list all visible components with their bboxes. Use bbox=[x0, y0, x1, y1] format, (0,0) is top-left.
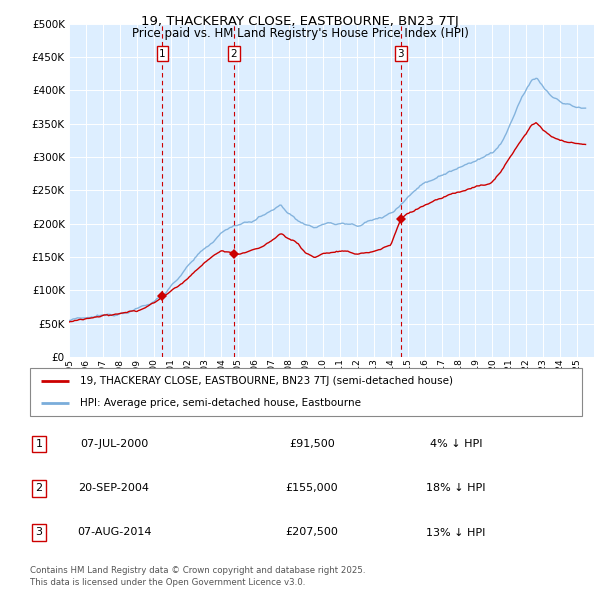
Text: 13% ↓ HPI: 13% ↓ HPI bbox=[427, 527, 485, 537]
Text: Price paid vs. HM Land Registry's House Price Index (HPI): Price paid vs. HM Land Registry's House … bbox=[131, 27, 469, 40]
Text: 1: 1 bbox=[35, 439, 43, 449]
Text: 4% ↓ HPI: 4% ↓ HPI bbox=[430, 439, 482, 449]
Text: 3: 3 bbox=[35, 527, 43, 537]
Text: 19, THACKERAY CLOSE, EASTBOURNE, BN23 7TJ: 19, THACKERAY CLOSE, EASTBOURNE, BN23 7T… bbox=[141, 15, 459, 28]
Text: 1: 1 bbox=[159, 48, 166, 58]
Text: £155,000: £155,000 bbox=[286, 483, 338, 493]
Text: 19, THACKERAY CLOSE, EASTBOURNE, BN23 7TJ (semi-detached house): 19, THACKERAY CLOSE, EASTBOURNE, BN23 7T… bbox=[80, 376, 452, 386]
Text: 07-JUL-2000: 07-JUL-2000 bbox=[80, 439, 148, 449]
Text: 3: 3 bbox=[398, 48, 404, 58]
Text: £91,500: £91,500 bbox=[289, 439, 335, 449]
Text: 2: 2 bbox=[35, 483, 43, 493]
Text: 20-SEP-2004: 20-SEP-2004 bbox=[79, 483, 149, 493]
Text: 2: 2 bbox=[230, 48, 237, 58]
FancyBboxPatch shape bbox=[30, 368, 582, 416]
Text: 07-AUG-2014: 07-AUG-2014 bbox=[77, 527, 151, 537]
Text: £207,500: £207,500 bbox=[286, 527, 338, 537]
Text: HPI: Average price, semi-detached house, Eastbourne: HPI: Average price, semi-detached house,… bbox=[80, 398, 361, 408]
Text: 18% ↓ HPI: 18% ↓ HPI bbox=[426, 483, 486, 493]
Text: Contains HM Land Registry data © Crown copyright and database right 2025.
This d: Contains HM Land Registry data © Crown c… bbox=[30, 566, 365, 587]
